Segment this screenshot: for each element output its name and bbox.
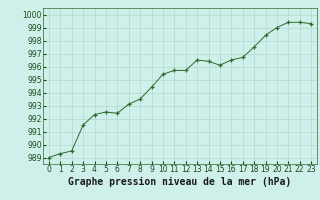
- X-axis label: Graphe pression niveau de la mer (hPa): Graphe pression niveau de la mer (hPa): [68, 177, 292, 187]
